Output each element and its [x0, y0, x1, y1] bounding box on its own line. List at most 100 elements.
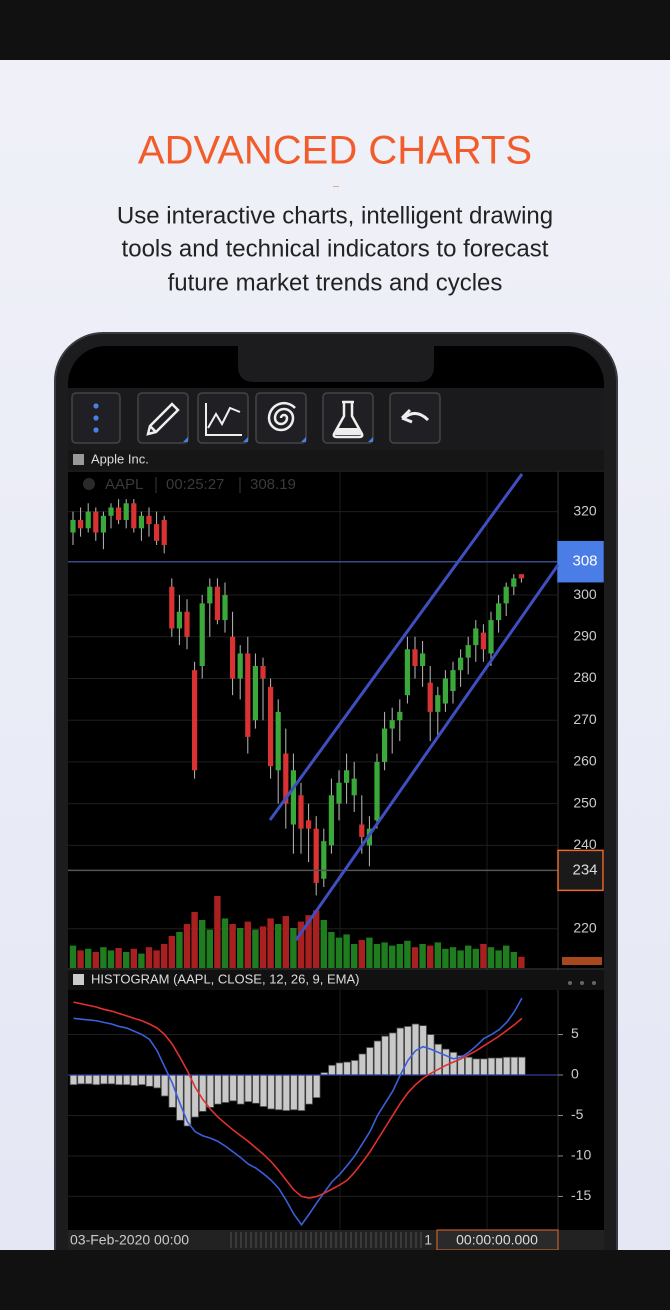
timeline-scroller[interactable]	[228, 1232, 424, 1248]
volume-bar	[503, 945, 510, 968]
histogram-bar	[84, 1074, 93, 1085]
status-timer: 00:00:00.000	[456, 1232, 538, 1248]
undo-icon	[400, 408, 430, 424]
spiral-icon	[267, 401, 296, 432]
volume-bar	[366, 937, 373, 968]
volume-bar	[320, 920, 327, 968]
volume-bar	[69, 945, 77, 968]
candle-body	[503, 586, 509, 604]
undo-button[interactable]	[389, 392, 441, 444]
volume-bar	[153, 950, 160, 968]
volume-bar	[115, 948, 122, 968]
flask-liquid	[335, 428, 361, 435]
indicator-button[interactable]	[322, 392, 374, 444]
candle-body	[184, 611, 190, 637]
candle-body	[458, 657, 464, 671]
histogram-bar	[153, 1074, 161, 1089]
histogram-bar	[366, 1047, 374, 1076]
volume-bar	[427, 945, 434, 968]
histogram-bar	[343, 1061, 351, 1076]
candle-body	[328, 795, 334, 846]
candle-body	[336, 782, 342, 804]
volume-bar	[510, 952, 517, 968]
candle-body	[176, 611, 182, 629]
histogram-bar	[183, 1074, 192, 1127]
volume-bar	[297, 921, 305, 968]
y-tick-label: 290	[573, 627, 597, 643]
histogram-bar	[130, 1074, 139, 1086]
price-label: 234	[572, 861, 597, 878]
status-count: 1	[424, 1232, 432, 1248]
volume-bar	[404, 940, 411, 968]
volume-bar	[472, 948, 479, 968]
volume-marker	[562, 957, 602, 965]
corner-marker	[368, 437, 373, 442]
price-label-box	[557, 849, 604, 892]
headline-dot	[333, 186, 339, 187]
volume-bar	[381, 942, 388, 968]
candle-body	[154, 524, 160, 541]
corner-marker	[301, 437, 306, 442]
histogram-bar	[358, 1053, 367, 1076]
candle-body	[123, 503, 129, 520]
volume-bar	[206, 929, 213, 968]
price-chart: 220 240 250 260 270 280 290 300 320 308 234	[68, 499, 604, 968]
candle-body	[169, 586, 175, 629]
draw-button[interactable]	[137, 392, 189, 444]
chart-header	[68, 450, 604, 470]
headline: ADVANCED CHARTS	[138, 129, 532, 173]
candle-body	[412, 649, 418, 666]
volume-bar	[123, 952, 130, 968]
volume-bar	[442, 948, 449, 968]
pencil-icon	[146, 402, 180, 436]
chart-type-button[interactable]	[197, 392, 249, 444]
candle-body	[442, 678, 448, 704]
volume-bar	[282, 916, 289, 968]
volume-bar	[267, 918, 274, 968]
histogram-bar	[510, 1056, 519, 1076]
candle-body	[450, 670, 456, 692]
y-tick-label: 270	[573, 711, 597, 727]
histogram-bar	[115, 1074, 123, 1086]
histogram-bar	[259, 1074, 268, 1107]
histogram-bar	[282, 1074, 291, 1112]
y-tick-label: -15	[571, 1187, 591, 1203]
legend-price: 308.19	[250, 476, 296, 493]
candle-body	[359, 824, 365, 838]
volume-bar	[229, 924, 236, 968]
histogram-bar	[350, 1060, 359, 1076]
histogram-bar	[480, 1058, 488, 1076]
y-tick-label: 300	[573, 586, 597, 602]
candle-body	[313, 828, 319, 883]
candle-body	[222, 595, 228, 621]
volume-bar	[290, 928, 297, 968]
toolbar-buttons	[71, 392, 441, 444]
volume-bar	[495, 950, 502, 968]
histogram-bar	[396, 1027, 405, 1076]
candle-body	[306, 820, 312, 829]
histogram-bar	[252, 1074, 260, 1104]
histogram-bar	[221, 1074, 230, 1103]
notch	[238, 346, 434, 382]
y-tick-label: -10	[571, 1147, 591, 1163]
histogram-bar	[244, 1074, 253, 1103]
candle-body	[138, 515, 144, 529]
volume-bar	[411, 947, 419, 968]
candle-body	[518, 574, 524, 579]
status-date: 03-Feb-2020 00:00	[70, 1232, 189, 1248]
candle-body	[389, 720, 395, 729]
line-chart-icon	[205, 403, 242, 436]
histogram-bar	[160, 1074, 169, 1097]
volume-bar	[434, 942, 441, 968]
volume-bar	[221, 918, 229, 968]
volume-bar	[373, 944, 381, 968]
histogram-bar	[487, 1057, 496, 1076]
volume-bar	[351, 944, 358, 968]
candle-body	[146, 515, 152, 525]
panel-menu-dot[interactable]	[568, 981, 572, 985]
candle-body	[275, 711, 281, 771]
panel-header	[68, 970, 604, 990]
histogram-bar	[442, 1048, 450, 1076]
top-bar	[0, 0, 670, 60]
